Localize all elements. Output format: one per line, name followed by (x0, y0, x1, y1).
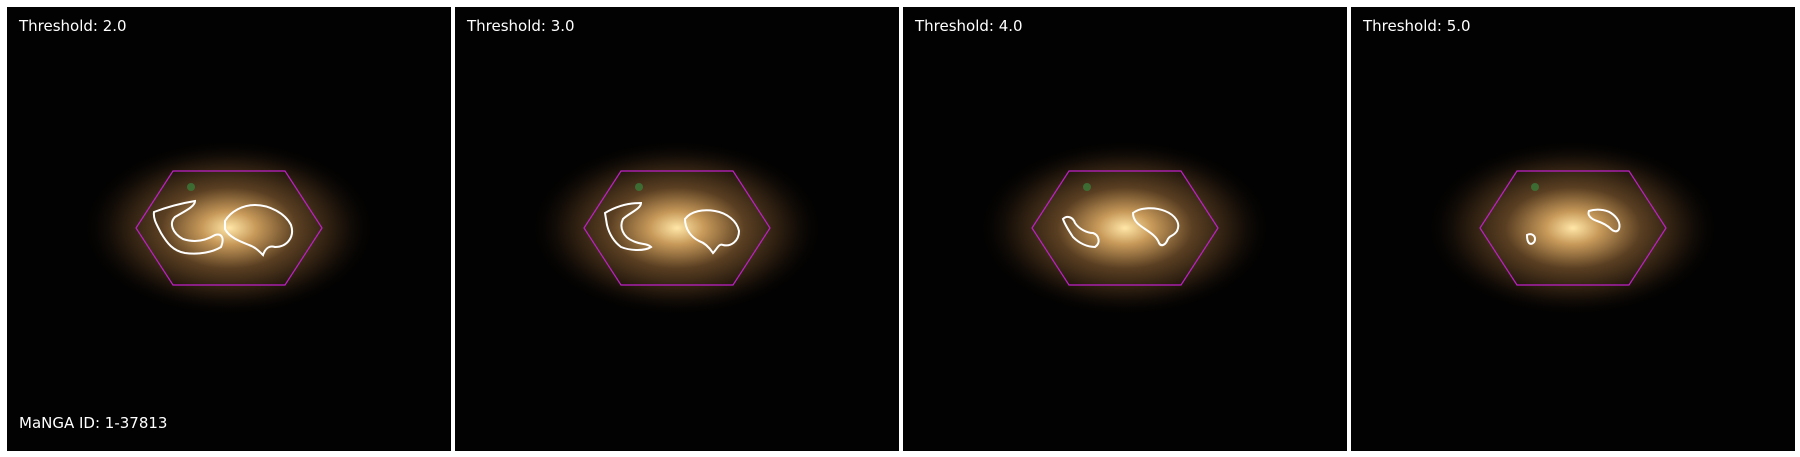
contour-left (1525, 233, 1537, 245)
image-panel-threshold-3: Threshold: 3.0 (455, 7, 899, 451)
contour-right (224, 203, 293, 257)
galaxy-image (1351, 7, 1795, 451)
manga-id-label: MaNGA ID: 1-37813 (19, 414, 168, 432)
contour-right (1587, 208, 1621, 233)
galaxy-image (455, 7, 899, 451)
threshold-label: Threshold: 4.0 (915, 17, 1023, 35)
hexagon-overlay (1479, 170, 1667, 286)
contour-right (683, 209, 741, 255)
image-panel-threshold-5: Threshold: 5.0 (1351, 7, 1795, 451)
contour-right (1131, 207, 1180, 247)
image-panel-threshold-2: Threshold: 2.0 MaNGA ID: 1-37813 (7, 7, 451, 451)
image-panel-threshold-4: Threshold: 4.0 (903, 7, 1347, 451)
contour-left (603, 201, 653, 251)
threshold-label: Threshold: 3.0 (467, 17, 575, 35)
galaxy-image (7, 7, 451, 451)
threshold-label: Threshold: 5.0 (1363, 17, 1471, 35)
hexagon-overlay (135, 170, 323, 286)
threshold-label: Threshold: 2.0 (19, 17, 127, 35)
contour-left (152, 199, 224, 255)
galaxy-image (903, 7, 1347, 451)
hexagon-overlay (583, 170, 771, 286)
hexagon-overlay (1031, 170, 1219, 286)
contour-left (1061, 215, 1100, 249)
